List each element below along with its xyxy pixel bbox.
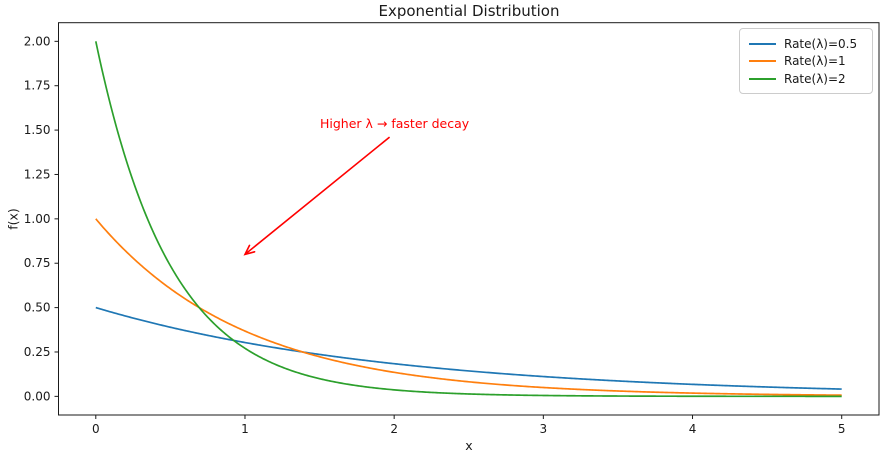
legend-line-sample-orange — [749, 60, 776, 62]
x-axis-label: x — [465, 438, 473, 453]
legend-label: Rate(λ)=0.5 — [784, 36, 858, 51]
y-tick-label: 2.00 — [24, 34, 51, 48]
x-tick-label: 2 — [390, 422, 398, 436]
x-tick-label: 0 — [92, 422, 100, 436]
y-tick-label: 0.25 — [24, 345, 51, 359]
x-tick-label: 4 — [689, 422, 697, 436]
annotation-text: Higher λ → faster decay — [320, 116, 470, 131]
y-tick-label: 0.00 — [24, 389, 51, 403]
y-axis-label: f(x) — [5, 208, 21, 230]
legend-label: Rate(λ)=2 — [784, 71, 846, 86]
x-tick-label: 1 — [241, 422, 249, 436]
y-tick-label: 1.00 — [24, 212, 51, 226]
legend-line-sample-blue — [749, 42, 776, 45]
series-line-1 — [95, 218, 842, 397]
annotation-arrowhead — [243, 244, 256, 256]
y-tick-label: 1.75 — [24, 79, 51, 93]
y-tick-label: 0.50 — [24, 301, 51, 315]
y-tick-label: 1.50 — [24, 123, 51, 137]
legend-entry: Rate(λ)=0.5 — [749, 35, 863, 52]
legend-label: Rate(λ)=1 — [784, 54, 846, 68]
series-line-0 — [95, 306, 842, 390]
chart-title: Exponential Distribution — [378, 2, 560, 20]
legend: Rate(λ)=0.5 Rate(λ)=1 Rate(λ)=2 — [739, 28, 873, 94]
x-tick-label: 3 — [540, 422, 548, 436]
legend-line-sample-green — [749, 77, 776, 80]
y-tick-label: 0.75 — [24, 256, 51, 270]
legend-entry: Rate(λ)=1 — [749, 53, 863, 70]
series-line-2 — [94, 41, 842, 398]
y-tick-label: 1.25 — [24, 167, 51, 181]
legend-entry: Rate(λ)=2 — [749, 70, 863, 87]
x-tick-label: 5 — [838, 422, 846, 436]
annotation-arrow — [244, 136, 391, 255]
